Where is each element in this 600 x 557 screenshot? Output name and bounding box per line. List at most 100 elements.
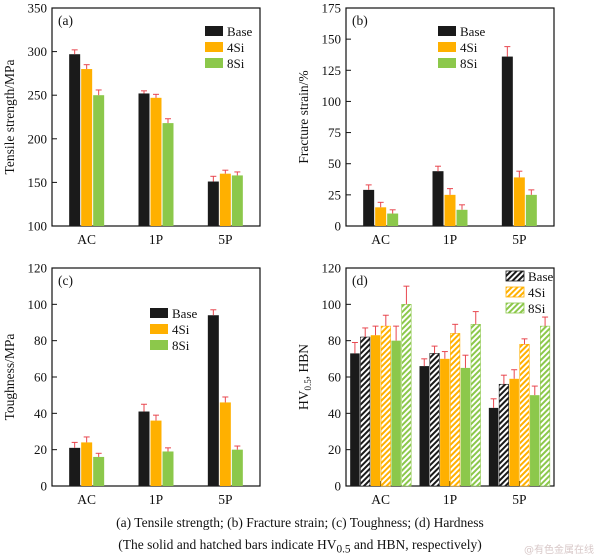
bar-8si-5p [231,175,243,226]
y-tick-label: 75 [328,125,341,140]
bar-base-ac [363,189,375,226]
y-tick-label: 0 [335,479,342,494]
bar-4si-5p [513,177,525,226]
bar-8si-5p [231,449,243,486]
bar-4si-hbn-ac [380,325,391,487]
x-tick-label: 5P [218,232,232,247]
figure-caption-line1: (a) Tensile strength; (b) Fracture strai… [116,515,484,530]
x-tick-label: 1P [149,492,163,507]
y-tick-label: 50 [328,156,341,171]
legend-label-base: Base [460,24,486,39]
bar-4si-5p [219,173,231,226]
legend-swatch-4si [505,286,525,298]
bar-base-5p [207,315,219,486]
caption-line2-sub: 0.5 [336,543,351,556]
bar-8si-hv-ac [391,340,401,486]
y-axis-label: Fracture strain/% [296,70,311,163]
y-axis-label: HV0.5, HBN [296,344,313,410]
bar-base-hv-ac [350,353,360,486]
legend-label-8si: 8Si [528,301,546,316]
legend-label-4si: 4Si [528,285,546,300]
bar-8si-hv-1p [460,367,471,486]
bar-8si-ac [387,213,399,226]
bar-base-1p [138,411,150,486]
x-tick-label: AC [77,232,96,247]
legend-swatch-base [205,26,223,36]
bar-8si-ac [93,95,105,226]
bar-8si-hbn-5p [540,325,551,487]
figure-caption-line2: (The solid and hatched bars indicate HV0… [0,537,600,556]
bar-4si-hv-ac [370,335,381,486]
bar-base-hbn-5p [498,383,509,487]
y-tick-label: 100 [28,297,48,312]
bar-base-hbn-ac [360,336,371,487]
legend-swatch-8si [205,58,223,68]
y-tick-label: 60 [328,370,341,385]
bar-4si-5p [219,402,231,486]
bar-base-5p [207,181,219,226]
bar-base-hbn-1p [429,353,440,487]
legend-swatch-8si [505,302,525,314]
y-tick-label: 150 [322,32,342,47]
y-tick-label: 0 [335,219,342,234]
y-tick-label: 120 [28,261,48,276]
legend-label-8si: 8Si [172,338,190,353]
y-tick-label: 125 [322,63,342,78]
bar-4si-1p [150,97,162,226]
legend-label-base: Base [528,269,554,284]
y-tick-label: 60 [34,370,47,385]
legend-label-8si: 8Si [227,56,245,71]
legend-swatch-base [150,308,168,318]
x-tick-label: AC [77,492,96,507]
chart-panel-3: 0 20 40 60 80 100 120 HV0.5, HBN (d) AC 1P 5P Base4S… [296,261,555,507]
legend-swatch-4si [205,42,223,52]
panel-label: (a) [58,13,73,28]
y-tick-label: 100 [322,94,342,109]
bar-base-1p [138,93,150,227]
y-tick-label: 80 [328,333,341,348]
x-tick-label: 5P [512,492,526,507]
watermark-text: @有色金属在线 [524,545,594,556]
bar-4si-hv-1p [440,358,450,486]
bar-4si-ac [375,207,387,226]
y-tick-label: 25 [328,187,341,202]
legend-swatch-8si [438,58,456,68]
chart-panel-1: 0 25 50 75 100 125 150 175 Fracture strain/% (b) A… [296,1,555,247]
y-tick-label: 40 [328,406,341,421]
chart-panel-0: 100 150 200 250 300 350 Tensile strength/MPa (a… [2,1,261,247]
y-tick-label: 0 [41,479,48,494]
legend-label-base: Base [172,306,198,321]
bar-4si-hv-5p [509,378,519,486]
bar-8si-5p [525,194,537,226]
bar-8si-1p [162,451,174,486]
y-tick-label: 100 [28,219,48,234]
legend-swatch-8si [150,340,168,350]
chart-panel-2: 0 20 40 60 80 100 120 Toughness/MPa (c) AC 1P 5P Bas… [2,261,261,507]
x-tick-label: 1P [443,492,457,507]
bar-8si-ac [93,456,105,486]
legend-label-8si: 8Si [460,56,478,71]
x-tick-label: AC [371,492,390,507]
bar-4si-1p [150,420,162,486]
y-tick-label: 80 [34,333,47,348]
x-tick-label: 1P [149,232,163,247]
legend-swatch-base [505,270,525,282]
bar-8si-hv-5p [530,395,540,486]
legend-label-4si: 4Si [460,40,478,55]
legend-label-4si: 4Si [227,40,245,55]
y-axis-label: Tensile strength/MPa [2,60,17,175]
bar-4si-hbn-1p [450,333,461,487]
y-tick-label: 20 [34,442,47,457]
x-tick-label: AC [371,232,390,247]
legend-swatch-4si [438,42,456,52]
legend-label-base: Base [227,24,253,39]
y-tick-label: 40 [34,406,47,421]
bar-4si-hbn-5p [519,343,530,487]
bar-base-ac [69,54,81,226]
legend-label-4si: 4Si [172,322,190,337]
